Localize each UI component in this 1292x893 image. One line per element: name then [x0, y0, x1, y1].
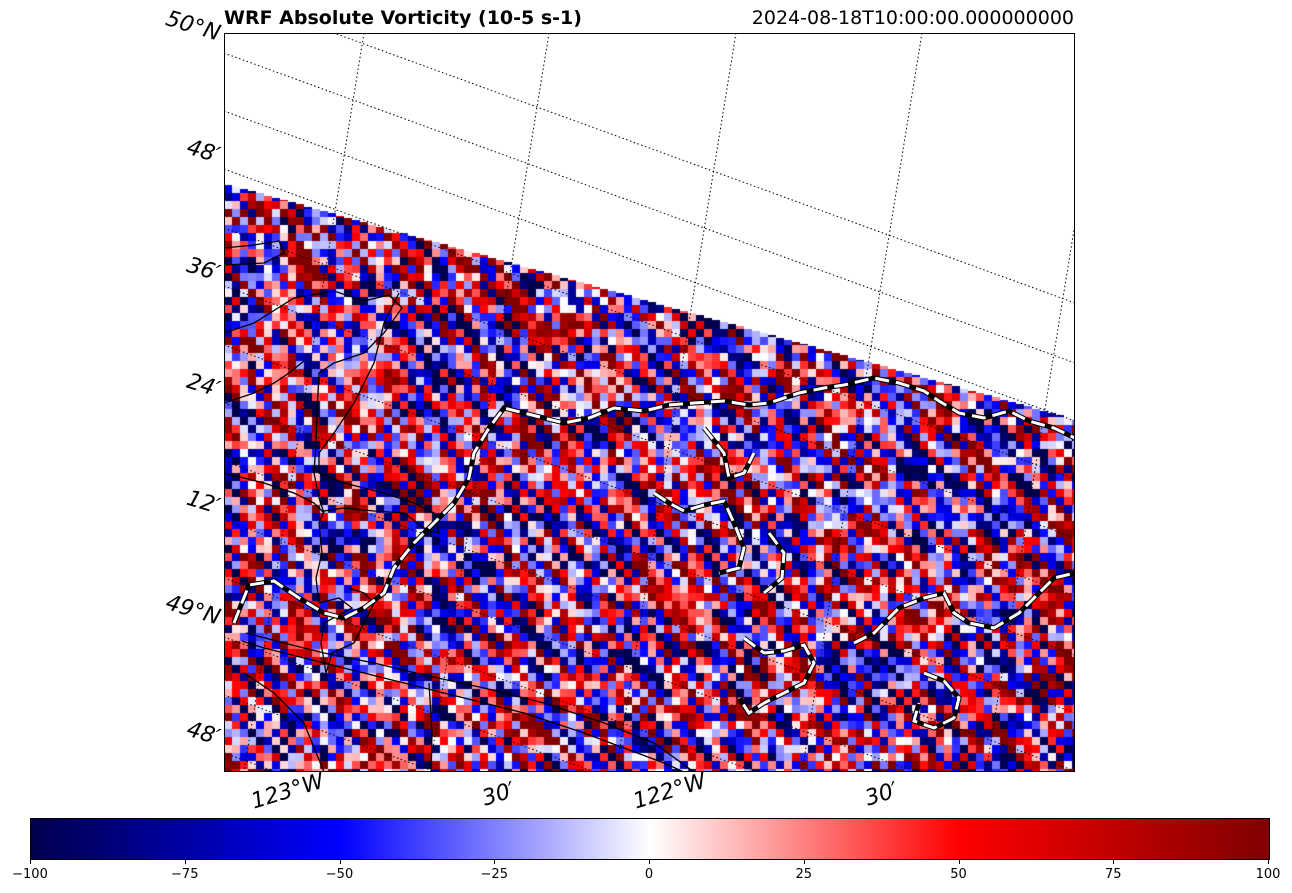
lon-label-1: 30′	[479, 777, 519, 812]
graticule	[224, 33, 1075, 772]
coastlines	[224, 240, 695, 772]
contour-dash	[232, 376, 1075, 624]
colorbar-tick-label: −25	[480, 867, 508, 882]
colorbar-tick-label: −50	[325, 867, 354, 882]
gridline	[224, 110, 1075, 422]
gridline	[224, 285, 1075, 597]
lat-label-2: 36′	[183, 252, 223, 287]
vorticity-field	[224, 33, 1075, 772]
contour-dash	[702, 427, 756, 480]
gridline	[224, 636, 597, 772]
colorbar-tick-label: 100	[1255, 867, 1281, 882]
map-title: WRF Absolute Vorticity (10-5 s-1)	[224, 7, 582, 29]
gridline	[985, 220, 1075, 772]
gridline	[224, 577, 759, 772]
colorbar-tick-mark	[958, 859, 960, 864]
lat-label-6: 48′	[183, 716, 223, 751]
vorticity-contour	[231, 375, 1075, 731]
gridline	[428, 33, 550, 772]
colorbar-tick-mark	[339, 859, 341, 864]
gridline	[224, 227, 1075, 539]
gridline	[332, 33, 1075, 304]
contour-outline	[736, 636, 817, 717]
colorbar-tick-label: 50	[950, 867, 967, 882]
colorbar-tick-mark	[1113, 859, 1115, 864]
coastline-south	[243, 672, 325, 772]
colorbar-tick-label: 25	[795, 867, 813, 882]
lat-label-3: 24′	[183, 368, 223, 403]
lon-label-3: 30′	[862, 777, 902, 812]
map-timestamp: 2024-08-18T10:00:00.000000000	[751, 7, 1074, 29]
gridline	[224, 52, 1075, 364]
gridline	[243, 33, 365, 772]
border-line	[245, 632, 695, 772]
gridline	[224, 168, 1075, 480]
colorbar-tick-mark	[1268, 859, 1269, 864]
map-overlay	[224, 33, 1075, 772]
colorbar-tick-mark	[803, 859, 805, 864]
contour-outline	[852, 570, 1075, 646]
contour-dash	[763, 532, 786, 595]
colorbar-tick-label: 0	[644, 867, 654, 882]
colorbar-tick-label: 75	[1104, 867, 1122, 882]
coastline-north-inlet	[224, 240, 285, 266]
coastline-peninsula	[241, 640, 685, 772]
lon-label-2: 122°W	[630, 768, 710, 815]
lat-label-5: 49°N	[162, 590, 223, 631]
gridline	[224, 752, 278, 772]
colorbar	[30, 818, 1270, 860]
lat-label-1: 48′	[183, 134, 223, 169]
gridline	[224, 402, 1075, 714]
contour-dash	[912, 671, 961, 730]
gridline	[615, 33, 737, 772]
gridline	[224, 519, 918, 772]
coastline-strait	[224, 360, 305, 404]
contour-dash	[853, 571, 1075, 645]
colorbar-tick-label: −100	[12, 867, 48, 882]
colorbar-tick-mark	[30, 859, 31, 864]
river-line	[428, 682, 433, 772]
colorbar-tick-label: −75	[171, 867, 199, 882]
lon-label-0: 123°W	[248, 768, 328, 815]
coastline-west	[224, 290, 403, 514]
contour-dash	[737, 636, 816, 716]
colorbar-tick-mark	[649, 859, 650, 864]
colorbar-tick-mark	[184, 859, 186, 864]
contour-outline	[231, 375, 1075, 624]
coastline-inlet	[315, 292, 440, 674]
gridline	[224, 344, 1075, 656]
gridline	[801, 33, 923, 772]
map-panel	[224, 33, 1075, 772]
gridline	[224, 460, 1075, 772]
lat-label-4: 12′	[183, 485, 223, 520]
colorbar-tick-mark	[494, 859, 496, 864]
contour-dash	[653, 491, 746, 575]
lat-label-0: 50°N	[162, 6, 223, 47]
